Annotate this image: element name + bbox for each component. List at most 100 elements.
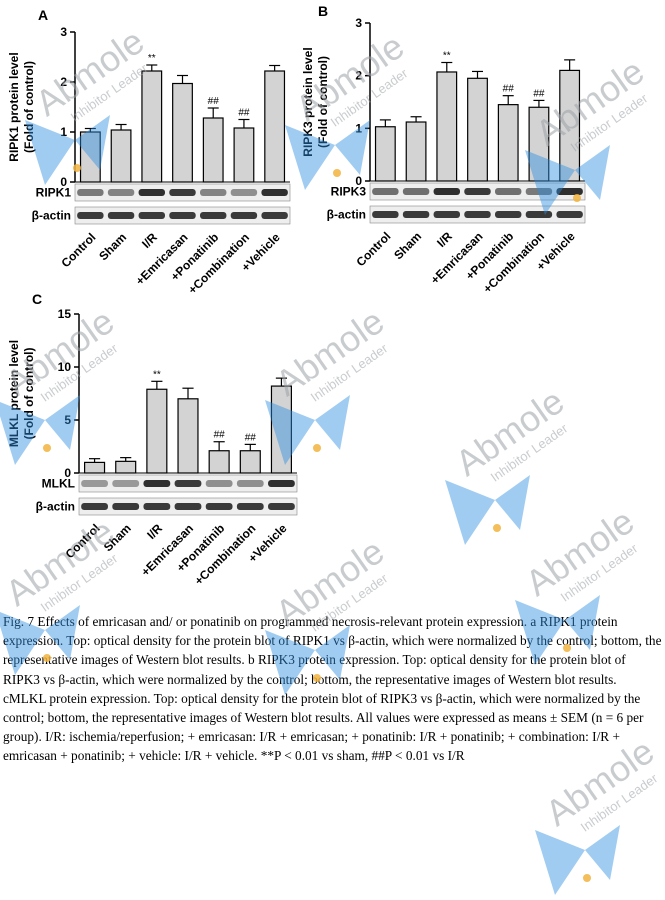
blot-band [495, 211, 522, 218]
bar [233, 127, 255, 183]
blot-band [495, 188, 522, 195]
blot-label: RIPK1 [36, 186, 72, 200]
y-axis-label: MLKL protein level(Fold of control) [7, 340, 36, 447]
blot-band [230, 212, 258, 219]
blot-band [372, 211, 399, 218]
blot-band [174, 480, 202, 487]
bar [559, 69, 581, 182]
blot-band [200, 189, 227, 196]
blot-band [433, 188, 460, 195]
blot-band [261, 212, 288, 219]
y-tick-label: 1 [355, 121, 362, 135]
blot-band [77, 212, 104, 219]
y-axis-label: RIPK1 protein level(Fold of control) [7, 52, 36, 161]
significance-label: ## [208, 96, 220, 107]
blot-band [236, 480, 264, 487]
blot-band [402, 188, 430, 195]
category-label: Control [63, 521, 103, 561]
blot-band [107, 189, 135, 196]
bar [172, 82, 193, 183]
bar [528, 106, 550, 182]
bar [177, 398, 199, 474]
blot-band [372, 188, 399, 195]
chart-panel-b: B RIPK3 protein level(Fold of control) 0 1 2… [301, 3, 586, 296]
significance-label: ** [148, 53, 156, 64]
panel-letter: C [32, 291, 42, 307]
category-label: I/R [434, 229, 455, 250]
panel-letter: A [38, 7, 48, 23]
y-tick-label: 1 [60, 125, 67, 139]
blot-band [205, 480, 233, 487]
blot-band [525, 211, 553, 218]
figure-canvas: A RIPK1 protein level(Fold of control) 0 1 2… [7, 3, 586, 588]
y-tick-label: 10 [58, 360, 72, 374]
panel-letter: B [318, 3, 328, 19]
significance-label: ## [238, 108, 250, 119]
bar [79, 131, 101, 183]
category-label: Control [58, 230, 98, 270]
blot-band [205, 503, 233, 510]
svg-text:Inhibitor Leader: Inhibitor Leader [578, 770, 661, 834]
blot-label: β-actin [327, 208, 366, 222]
blot-band [556, 188, 583, 195]
blot-label: RIPK3 [331, 185, 367, 199]
blot-band [556, 211, 583, 218]
blot-band [268, 503, 295, 510]
bar [264, 70, 286, 183]
bar [467, 77, 488, 182]
category-label: I/R [139, 230, 160, 251]
blot-band [143, 480, 171, 487]
bar [374, 126, 396, 182]
blot-band [169, 189, 196, 196]
blot-band [138, 212, 165, 219]
blot-band [174, 503, 202, 510]
blot-band [464, 188, 491, 195]
category-label: I/R [144, 521, 165, 542]
blot-band [77, 189, 104, 196]
blot-band [402, 211, 430, 218]
bar [497, 104, 519, 182]
category-label: Sham [96, 230, 129, 263]
bar [141, 70, 163, 183]
blot-band [143, 503, 171, 510]
significance-label: ## [214, 430, 226, 441]
y-tick-label: 3 [355, 16, 362, 30]
chart-panel-a: A RIPK1 protein level(Fold of control) 0 1 2… [7, 7, 291, 297]
blot-band [230, 189, 258, 196]
significance-label: ## [503, 84, 515, 95]
blot-band [169, 212, 196, 219]
y-tick-label: 5 [64, 413, 71, 427]
bar [405, 121, 427, 182]
blot-band [261, 189, 288, 196]
bar [270, 385, 292, 474]
bar [84, 461, 106, 474]
bar [239, 450, 261, 474]
y-tick-label: 0 [64, 466, 71, 480]
bar [110, 129, 132, 183]
blot-band [525, 188, 553, 195]
significance-label: ** [443, 51, 451, 62]
blot-label: β-actin [32, 209, 71, 223]
y-tick-label: 2 [355, 69, 362, 83]
blot-label: β-actin [36, 500, 75, 514]
blot-band [236, 503, 264, 510]
y-tick-label: 15 [58, 307, 72, 321]
blot-band [112, 503, 140, 510]
significance-label: ** [153, 369, 161, 380]
blot-band [81, 503, 108, 510]
chart-panel-c: C MLKL protein level(Fold of control) 0 5 10… [7, 291, 298, 588]
y-tick-label: 0 [355, 174, 362, 188]
blot-band [138, 189, 165, 196]
blot-band [200, 212, 227, 219]
significance-label: ## [245, 432, 257, 443]
y-tick-label: 3 [60, 25, 67, 39]
blot-band [107, 212, 135, 219]
blot-band [268, 480, 295, 487]
blot-band [112, 480, 140, 487]
significance-label: ## [533, 88, 545, 99]
bar [208, 450, 230, 474]
y-tick-label: 0 [60, 175, 67, 189]
y-axis-label: RIPK3 protein level(Fold of control) [301, 47, 330, 156]
figure-caption: Fig. 7 Effects of emricasan and/ or pona… [3, 614, 662, 764]
blot-band [433, 211, 460, 218]
